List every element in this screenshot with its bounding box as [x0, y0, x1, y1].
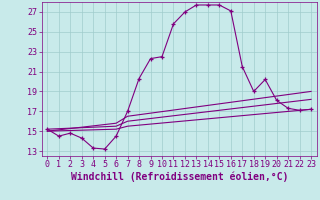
X-axis label: Windchill (Refroidissement éolien,°C): Windchill (Refroidissement éolien,°C): [70, 172, 288, 182]
